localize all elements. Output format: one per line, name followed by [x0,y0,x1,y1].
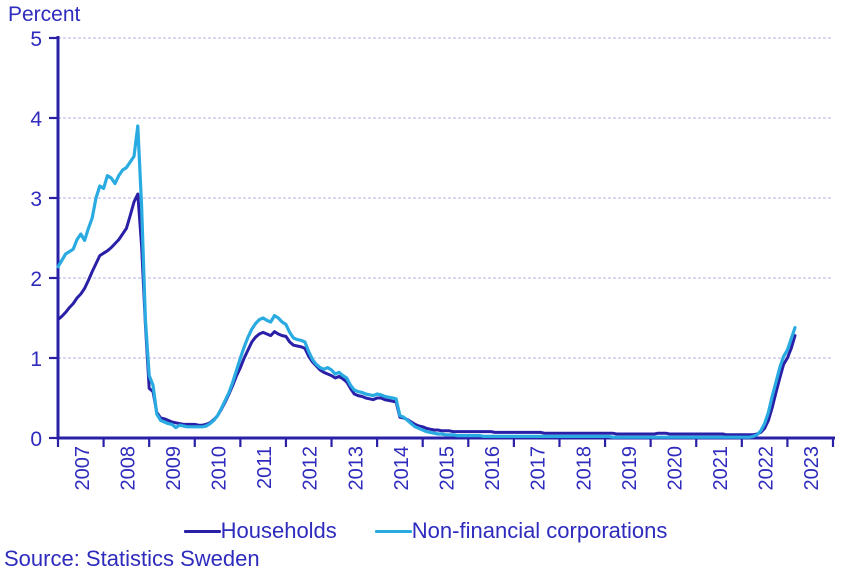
y-tick-label: 0 [30,428,42,451]
x-tick-label: 2012 [300,446,322,491]
x-tick-label: 2011 [254,446,276,489]
x-tick-label: 2015 [437,446,459,491]
chart-unit-label: Percent [8,3,81,26]
x-tick-label: 2010 [209,446,231,491]
x-tick-label: 2018 [573,446,595,491]
x-tick-label: 2014 [391,446,413,491]
legend-label: Non-financial corporations [411,518,668,543]
x-tick-label: 2021 [710,446,732,491]
legend-item-corporations: Non-financial corporations [374,518,668,544]
y-tick-label: 4 [30,108,42,131]
x-tick-label: 2013 [345,446,367,491]
y-tick-label: 2 [30,268,42,291]
x-tick-label: 2016 [482,446,504,491]
x-tick-label: 2008 [117,446,139,491]
series-line-households [56,192,797,437]
x-tick-label: 2019 [619,446,641,491]
x-tick-label: 2017 [528,446,550,491]
y-tick-label: 1 [30,348,42,371]
x-tick-label: 2020 [664,446,686,491]
corporations-line-swatch [374,529,412,533]
households-line-swatch [183,529,221,533]
source-note: Source: Statistics Sweden [4,546,260,571]
y-tick-label: 5 [30,28,42,51]
legend-label: Households [220,518,337,543]
x-tick-label: 2023 [801,446,823,491]
x-tick-label: 2009 [163,446,185,491]
chart-legend: Households Non-financial corporations [0,518,851,544]
x-tick-label: 2007 [72,446,94,491]
legend-item-households: Households [183,518,337,544]
x-tick-label: 2022 [756,446,778,491]
series-line-corporations [56,124,797,439]
y-tick-label: 3 [30,188,42,211]
